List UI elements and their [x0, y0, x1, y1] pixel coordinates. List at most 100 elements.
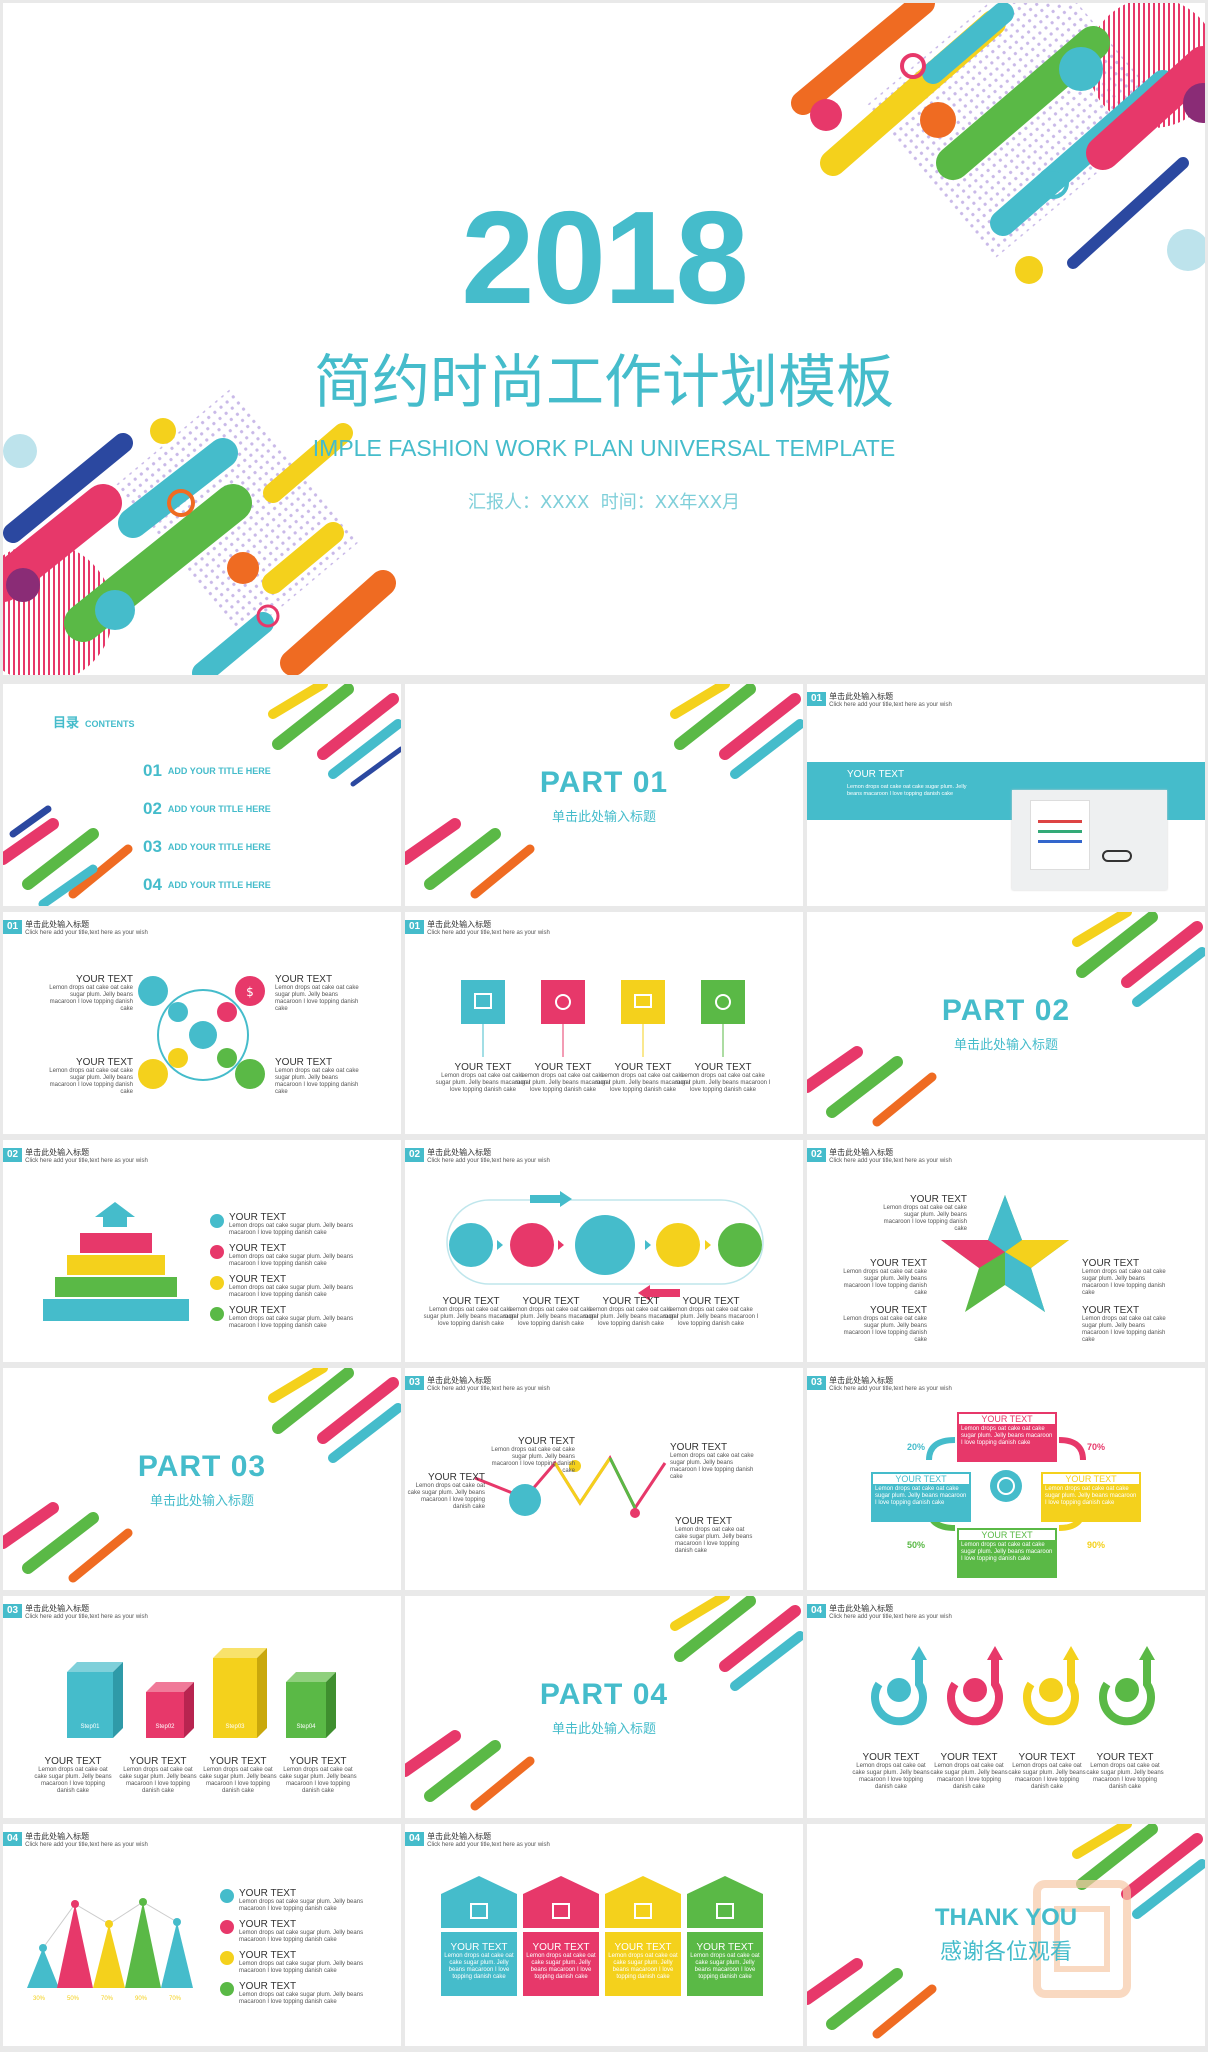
part-title: PART 01 — [539, 766, 669, 799]
step-label: Step04 — [296, 1724, 316, 1730]
text-block: YOUR TEXT Lemon drops oat cake oat cake s… — [843, 1258, 927, 1296]
decorative-shapes — [807, 1824, 1205, 2039]
list-item: YOUR TEXT Lemon drops oat cake sugar plum… — [229, 1212, 354, 1236]
slide-header: 01 单击此处输入标题 Click here add your title,text… — [807, 692, 952, 708]
text-block: YOUR TEXT Lemon drops oat cake oat cake s… — [670, 1442, 754, 1480]
slide-02-pyramid[interactable]: 02 单击此处输入标题 Click here add your title,text… — [3, 1140, 401, 1362]
slide-header: 03 单击此处输入标题 Click here add your title,text… — [405, 1376, 550, 1392]
percent-label: 20% — [907, 1442, 926, 1452]
list-item: YOUR TEXT Lemon drops oat cake sugar plum… — [239, 1950, 364, 1974]
svg-text:$: $ — [246, 985, 254, 999]
cone-label: 90% — [135, 1996, 148, 2002]
cone-label: 70% — [169, 1996, 182, 2002]
text-block: YOUR TEXT Lemon drops oat cake oat cake s… — [199, 1756, 277, 1794]
slide-03-cycle-boxes[interactable]: 03 单击此处输入标题 Click here add your title,text… — [807, 1368, 1205, 1590]
list-item: YOUR TEXT Lemon drops oat cake sugar plum… — [239, 1981, 364, 2005]
toc-item[interactable]: 01 ADD YOUR TITLE HERE — [143, 761, 271, 780]
slide-02-star[interactable]: 02 单击此处输入标题 Click here add your title,text… — [807, 1140, 1205, 1362]
decorative-shapes — [3, 684, 401, 906]
box-bottom: YOUR TEXT Lemon drops oat cake oat cake s… — [957, 1528, 1057, 1578]
zigzag-diagram — [474, 1455, 667, 1518]
squares-diagram — [461, 980, 745, 1057]
text-block: YOUR TEXT Lemon drops oat cake oat cake s… — [663, 1296, 759, 1327]
part-subtitle: 单击此处输入标题 — [551, 1722, 656, 1737]
title-slide[interactable]: 2018 简约时尚工作计划模板 IMPLE FASHION WORK PLAN … — [3, 3, 1205, 675]
slide-01-cycle[interactable]: 01 单击此处输入标题 Click here add your title,text… — [3, 912, 401, 1134]
toc-title-cn: 目录 — [53, 716, 80, 731]
percent-label: 90% — [1087, 1540, 1106, 1550]
card-text: YOUR TEXT Lemon drops oat cake oat cake s… — [444, 1942, 514, 1980]
text-block: YOUR TEXT Lemon drops oat cake oat cake s… — [275, 974, 359, 1012]
slide-04-cards[interactable]: 04 单击此处输入标题 Click here add your title,text… — [405, 1824, 803, 2046]
slide-01-banner[interactable]: 01 单击此处输入标题 Click here add your title,text… — [807, 684, 1205, 906]
slide-header: 04 单击此处输入标题 Click here add your title,text… — [405, 1832, 550, 1848]
box-left: YOUR TEXT Lemon drops oat cake oat cake s… — [871, 1472, 971, 1522]
slide-header: 04 单击此处输入标题 Click here add your title,text… — [807, 1604, 952, 1620]
star-diagram — [941, 1195, 1069, 1312]
part-subtitle: 单击此处输入标题 — [551, 810, 656, 825]
text-block: YOUR TEXT Lemon drops oat cake oat cake s… — [491, 1436, 575, 1474]
text-block: YOUR TEXT Lemon drops oat cake oat cake s… — [279, 1756, 357, 1794]
part-02-slide[interactable]: PART 02 单击此处输入标题 — [807, 912, 1205, 1134]
text-block: YOUR TEXT Lemon drops oat cake oat cake s… — [49, 1057, 133, 1095]
slide-header: 02 单击此处输入标题 Click here add your title,text… — [807, 1148, 952, 1164]
arrows-diagram — [871, 1646, 1155, 1726]
reporter-info: 汇报人：XXXX 时间：XX年XX月 — [467, 492, 741, 513]
slide-01-four-squares[interactable]: 01 单击此处输入标题 Click here add your title,text… — [405, 912, 803, 1134]
photo-placeholder — [1012, 790, 1167, 890]
text-block: YOUR TEXT Lemon drops oat cake oat cake s… — [423, 1296, 519, 1327]
text-block: YOUR TEXT Lemon drops oat cake oat cake s… — [930, 1752, 1008, 1790]
toc-slide[interactable]: 目录 CONTENTS 01 ADD YOUR TITLE HERE 02 ADD … — [3, 684, 401, 906]
thanks-en: THANK YOU — [934, 1904, 1078, 1931]
text-block: YOUR TEXT Lemon drops oat cake oat cake s… — [119, 1756, 197, 1794]
toc-item[interactable]: 04 ADD YOUR TITLE HERE — [143, 875, 271, 894]
pyramid-diagram — [43, 1202, 224, 1321]
year-title: 2018 — [461, 184, 749, 331]
text-block: YOUR TEXT Lemon drops oat cake oat cake s… — [407, 1472, 485, 1510]
text-block: YOUR TEXT Lemon drops oat cake oat cake s… — [435, 1062, 531, 1093]
decorative-shapes — [3, 1368, 401, 1583]
cone-label: 30% — [33, 1996, 46, 2002]
part-01-slide[interactable]: PART 01 单击此处输入标题 — [405, 684, 803, 906]
text-block: YOUR TEXT Lemon drops oat cake oat cake s… — [34, 1756, 112, 1794]
part-04-slide[interactable]: PART 04 单击此处输入标题 — [405, 1596, 803, 1818]
step-label: Step03 — [225, 1724, 245, 1730]
toc-item[interactable]: 03 ADD YOUR TITLE HERE — [143, 837, 271, 856]
cones-chart — [27, 1889, 234, 1996]
text-block: YOUR TEXT Lemon drops oat cake oat cake s… — [843, 1305, 927, 1343]
slide-header: 02 单击此处输入标题 Click here add your title,text… — [3, 1148, 148, 1164]
card-text: YOUR TEXT Lemon drops oat cake oat cake s… — [608, 1942, 678, 1980]
list-item: YOUR TEXT Lemon drops oat cake sugar plum… — [239, 1888, 364, 1912]
part-subtitle: 单击此处输入标题 — [149, 1494, 254, 1509]
main-title-en: IMPLE FASHION WORK PLAN UNIVERSAL TEMPLA… — [312, 435, 896, 461]
slide-03-zigzag[interactable]: 03 单击此处输入标题 Click here add your title,text… — [405, 1368, 803, 1590]
step-label: Step02 — [155, 1724, 175, 1730]
decorative-shapes — [405, 1596, 803, 1811]
toc-title-en: CONTENTS — [85, 719, 135, 729]
part-03-slide[interactable]: PART 03 单击此处输入标题 — [3, 1368, 401, 1590]
text-block: YOUR TEXT Lemon drops oat cake oat cake s… — [852, 1752, 930, 1790]
cone-label: 50% — [67, 1996, 80, 2002]
slide-header: 02 单击此处输入标题 Click here add your title,text… — [405, 1148, 550, 1164]
banner-title: YOUR TEXT — [847, 769, 905, 780]
text-block: YOUR TEXT Lemon drops oat cake oat cake s… — [583, 1296, 679, 1327]
slide-04-cones[interactable]: 04 单击此处输入标题 Click here add your title,text… — [3, 1824, 401, 2046]
list-item: YOUR TEXT Lemon drops oat cake sugar plum… — [229, 1274, 354, 1298]
text-block: YOUR TEXT Lemon drops oat cake oat cake s… — [1082, 1258, 1166, 1296]
cycle-diagram: $ — [138, 976, 265, 1089]
box-right: YOUR TEXT Lemon drops oat cake oat cake s… — [1041, 1472, 1141, 1522]
part-title: PART 03 — [137, 1450, 267, 1483]
thank-you-slide[interactable]: THANK YOU 感谢各位观看 — [807, 1824, 1205, 2046]
part-title: PART 04 — [539, 1678, 669, 1711]
slide-04-arrows[interactable]: 04 单击此处输入标题 Click here add your title,text… — [807, 1596, 1205, 1818]
part-title: PART 02 — [941, 994, 1071, 1027]
slide-03-steps[interactable]: 03 单击此处输入标题 Click here add your title,text… — [3, 1596, 401, 1818]
slide-header: 01 单击此处输入标题 Click here add your title,text… — [3, 920, 148, 936]
slide-02-process[interactable]: 02 单击此处输入标题 Click here add your title,text… — [405, 1140, 803, 1362]
slide-header: 03 单击此处输入标题 Click here add your title,text… — [3, 1604, 148, 1620]
text-block: YOUR TEXT Lemon drops oat cake oat cake s… — [515, 1062, 611, 1093]
text-block: YOUR TEXT Lemon drops oat cake oat cake s… — [49, 974, 133, 1012]
text-block: YOUR TEXT Lemon drops oat cake oat cake s… — [883, 1194, 967, 1232]
toc-item[interactable]: 02 ADD YOUR TITLE HERE — [143, 799, 271, 818]
percent-label: 70% — [1087, 1442, 1106, 1452]
